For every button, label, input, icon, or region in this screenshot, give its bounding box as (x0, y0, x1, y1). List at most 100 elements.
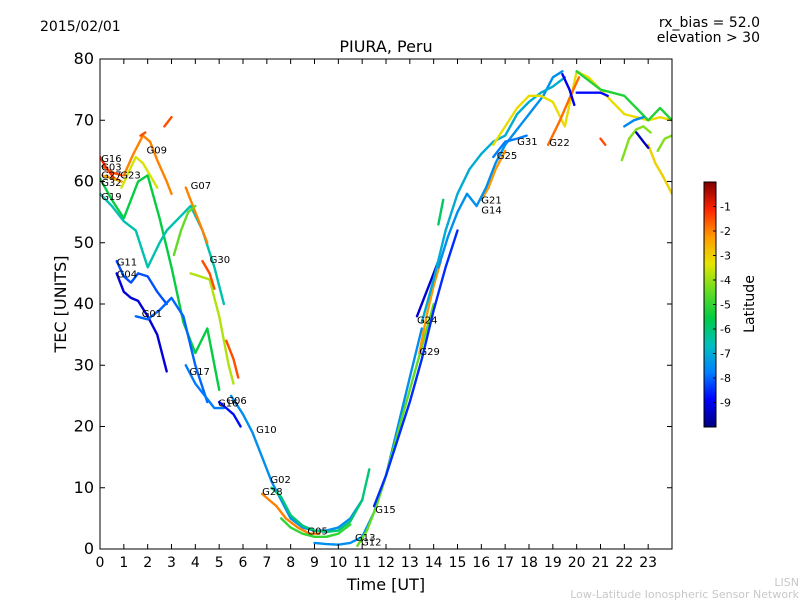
series-layer (100, 70, 672, 548)
series-line-track-30 (561, 73, 576, 107)
x-tick-label: 16 (472, 555, 490, 571)
y-tick-label: 50 (74, 233, 94, 252)
series-line-track-41 (201, 259, 216, 290)
annotation-g30: G30 (210, 255, 230, 266)
series-line-g04 (115, 272, 168, 373)
x-tick-label: 14 (425, 555, 443, 571)
series-line-g30 (189, 272, 235, 385)
y-tick-label: 30 (74, 355, 94, 374)
annotation-g28: G28 (262, 487, 282, 498)
series-line-g28 (260, 492, 321, 535)
annotation-g06: G06 (226, 396, 246, 407)
series-line-g01 (134, 296, 209, 404)
annotation-g21: G21 (481, 196, 501, 207)
x-axis: 0 1 2 3 4 5 6 7 8 9 10 11 12 13 14 15 16 17 18 19 20 21 22 23 (96, 59, 657, 571)
annotation-g14: G14 (481, 205, 501, 216)
colorbar-tick-label: -1 (720, 201, 731, 214)
annotation-g23: G23 (120, 170, 140, 181)
series-line-g14 (437, 70, 564, 269)
series-line-track-33 (620, 125, 652, 162)
annotation-layer: G16G03G27G23G32G09G07G19G11G04G30G01G17G… (101, 137, 570, 548)
x-tick-label: 5 (215, 555, 224, 571)
x-tick-label: 11 (353, 555, 371, 571)
x-tick-label: 6 (239, 555, 248, 571)
y-tick-label: 10 (74, 478, 94, 497)
annotation-g09: G09 (147, 145, 167, 156)
series-line-track-32 (599, 137, 607, 146)
annotation-g27: G27 (101, 170, 121, 181)
x-tick-label: 22 (615, 555, 633, 571)
colorbar-ticks: -1 -2 -3 -4 -5 -6 -7 -8 -9 (713, 201, 731, 410)
colorbar-label: Latitude (742, 275, 758, 333)
series-line-g29 (418, 259, 442, 355)
series-line-g07 (184, 186, 209, 244)
annotation-g32: G32 (101, 178, 121, 189)
y-tick-label: 60 (74, 172, 94, 191)
date-label: 2015/02/01 (40, 19, 121, 35)
annotation-g05: G05 (307, 526, 327, 537)
series-line-track-38 (139, 131, 147, 137)
annotation-g11: G11 (117, 257, 137, 268)
series-line-track-37 (656, 134, 672, 153)
series-line-g06 (218, 400, 242, 428)
series-line-g02 (270, 468, 371, 534)
series-line-track-36 (635, 131, 650, 149)
series-line-g25 (420, 76, 566, 324)
x-tick-label: 10 (329, 555, 347, 571)
annotation-g13: G13 (355, 533, 375, 544)
colorbar-tick-label: -8 (720, 372, 731, 385)
annotation-g07: G07 (191, 181, 211, 192)
x-tick-label: 23 (639, 555, 657, 571)
series-line-g03 (101, 165, 123, 177)
series-line-track-31 (575, 91, 609, 97)
series-line-g17 (184, 364, 226, 410)
colorbar-tick-label: -2 (720, 225, 731, 238)
series-line-g21 (480, 149, 507, 202)
series-line-g32 (100, 174, 221, 391)
x-tick-label: 18 (520, 555, 538, 571)
annotation-g16: G16 (101, 154, 121, 165)
y-tick-label: 40 (74, 294, 94, 313)
annotation-g25: G25 (497, 151, 517, 162)
series-line-track-35 (623, 116, 645, 128)
annotation-g24: G24 (417, 316, 437, 327)
colorbar-tick-label: -3 (720, 250, 731, 263)
plot-area (100, 59, 672, 549)
colorbar-tick-label: -4 (720, 274, 731, 287)
x-tick-label: 0 (96, 555, 105, 571)
annotation-g03: G03 (101, 163, 121, 174)
y-tick-label: 70 (74, 110, 94, 129)
x-tick-label: 21 (592, 555, 610, 571)
x-tick-label: 19 (544, 555, 562, 571)
series-line-track-28 (546, 76, 581, 146)
series-line-g23 (120, 155, 159, 189)
x-tick-label: 4 (191, 555, 200, 571)
series-line-track-39 (163, 116, 173, 128)
x-tick-label: 2 (143, 555, 152, 571)
x-axis-label: Time [UT] (346, 575, 425, 594)
annotation-g31: G31 (517, 137, 537, 148)
annotation-g22: G22 (549, 138, 569, 149)
annotation-g02: G02 (270, 475, 290, 486)
series-line-track-34 (647, 143, 672, 195)
x-tick-label: 12 (377, 555, 395, 571)
series-line-track-40 (172, 204, 197, 257)
series-line-g05 (279, 517, 352, 538)
x-tick-label: 7 (262, 555, 271, 571)
annotation-g04: G04 (117, 270, 137, 281)
x-tick-label: 3 (167, 555, 176, 571)
y-tick-label: 0 (84, 539, 94, 558)
series-line-track-43 (437, 198, 445, 226)
elevation-label: elevation > 30 (657, 30, 760, 46)
series-line-g09 (122, 134, 173, 195)
x-tick-label: 17 (496, 555, 514, 571)
colorbar-tick-label: -9 (720, 397, 731, 410)
x-tick-label: 9 (310, 555, 319, 571)
series-line-g10 (229, 394, 364, 532)
series-line-track-42 (225, 339, 240, 379)
colorbar-tick-label: -6 (720, 323, 731, 336)
x-tick-label: 13 (401, 555, 419, 571)
series-line-g11 (115, 259, 168, 306)
x-tick-label: 20 (568, 555, 586, 571)
